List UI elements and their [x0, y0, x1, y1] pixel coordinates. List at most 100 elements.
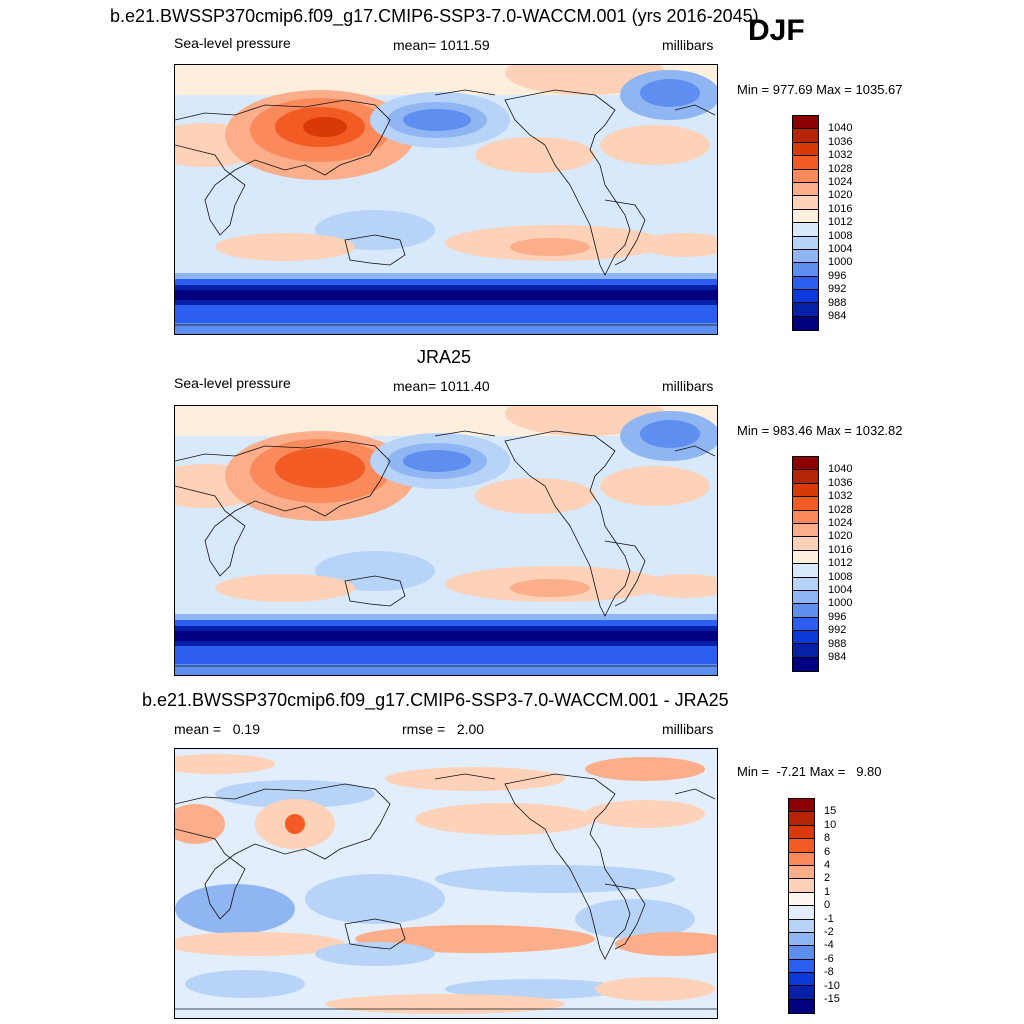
- coastline: [504, 773, 631, 960]
- field-so-band-5: [175, 631, 717, 641]
- colorbar-swatch: [793, 617, 818, 632]
- colorbar-tick-label: 2: [824, 872, 831, 885]
- panel3-rmse-label: rmse = 2.00: [402, 721, 485, 737]
- colorbar-tick-label: 1020: [828, 189, 853, 202]
- field-high-satlantic: [640, 574, 717, 598]
- panel2-variable-label: Sea-level pressure: [174, 375, 291, 391]
- diff-anomaly-region: [415, 803, 595, 835]
- colorbar-tick-label: 1024: [828, 176, 853, 188]
- coastline: [434, 430, 496, 437]
- field-icelandic-low-inner: [640, 420, 700, 448]
- colorbar-swatch: [789, 839, 814, 853]
- panel3-title: b.e21.BWSSP370cmip6.f09_g17.CMIP6-SSP3-7…: [142, 690, 729, 710]
- field-so-band-5: [175, 290, 717, 300]
- panel3-mean-label: mean = 0.19: [174, 721, 261, 737]
- colorbar-swatch: [793, 249, 818, 264]
- colorbar-tick-label: 1028: [828, 162, 853, 175]
- field-high-indian: [215, 574, 355, 602]
- panel2-title: JRA25: [417, 347, 472, 367]
- field-high-satlantic: [640, 233, 717, 257]
- panel3-minmax-label: Min = -7.21 Max = 9.80: [737, 764, 882, 779]
- colorbar-swatch: [789, 852, 814, 866]
- colorbar-swatch: [793, 116, 818, 130]
- field-antarctic-edge: [175, 664, 717, 675]
- coastline: [175, 440, 391, 577]
- field-aleutian-low-inner: [403, 450, 471, 472]
- diff-anomaly-region: [175, 884, 295, 934]
- colorbar-swatch: [793, 550, 818, 565]
- coastline: [674, 104, 716, 116]
- diff-anomaly-region: [175, 932, 345, 956]
- field-antarctic-edge: [175, 323, 717, 334]
- colorbar-tick-label: 988: [828, 296, 847, 309]
- colorbar-swatch: [793, 303, 818, 317]
- diff-anomaly-region: [595, 977, 715, 1001]
- diff-anomaly-region: [575, 899, 695, 939]
- colorbar-swatch: [793, 316, 818, 331]
- colorbar-swatch: [789, 865, 814, 880]
- field-so-band-3: [175, 279, 717, 287]
- colorbar-tick-label: 1016: [828, 543, 853, 556]
- diff-anomaly-region: [175, 804, 225, 844]
- panel3-units-label: millibars: [662, 721, 714, 737]
- field-high-atlantic: [600, 466, 710, 506]
- colorbar-tick-label: 1000: [828, 597, 853, 610]
- field-high-spacific-core: [510, 238, 590, 256]
- colorbar-swatch: [789, 973, 814, 987]
- colorbar-swatch: [793, 537, 818, 551]
- colorbar-tick-label: 6: [824, 845, 831, 858]
- panel2-colorbar: 1040 1036 1032 1028 1024 1020 1016 1012 1008 1004…: [792, 456, 862, 673]
- colorbar-swatch: [793, 129, 818, 143]
- colorbar-tick-label: -10: [824, 979, 840, 992]
- colorbar-tick-label: 1004: [828, 584, 853, 596]
- colorbar-tick-label: 1028: [828, 503, 853, 516]
- panel1-minmax-label: Min = 977.69 Max = 1035.67: [737, 82, 903, 97]
- colorbar-swatch: [793, 657, 818, 672]
- colorbar-tick-label: 1024: [828, 517, 853, 529]
- diff-anomaly-region: [585, 757, 705, 781]
- panel1-map: [174, 64, 718, 335]
- coastline: [504, 430, 631, 617]
- colorbar-tick-label: 1000: [828, 256, 853, 269]
- colorbar-tick-label: 984: [828, 310, 847, 322]
- colorbar-tick-label: 10: [824, 818, 837, 831]
- coastline: [175, 99, 391, 236]
- colorbar-tick-label: 996: [828, 269, 847, 282]
- diff-anomaly-region: [175, 754, 275, 774]
- colorbar-swatch: [789, 799, 814, 813]
- colorbar-tick-label: 984: [828, 651, 847, 663]
- colorbar-swatch: [789, 959, 814, 974]
- field-so-band-1: [175, 606, 717, 616]
- panel2-map: [174, 405, 718, 676]
- colorbar-swatch: [793, 142, 818, 157]
- colorbar-swatch: [793, 470, 818, 484]
- season-label: DJF: [748, 14, 805, 47]
- colorbar-swatch: [793, 577, 818, 591]
- colorbar-swatches: [788, 798, 815, 1015]
- colorbar-tick-label: 1012: [828, 216, 853, 229]
- panel2-mean-label: mean= 1011.40: [393, 378, 490, 394]
- colorbar-swatch: [793, 457, 818, 471]
- panel2-map-svg: [175, 406, 717, 675]
- colorbar-swatch: [789, 812, 814, 826]
- colorbar-swatch: [789, 986, 814, 1000]
- colorbar-swatch: [793, 223, 818, 237]
- colorbar-swatch: [793, 644, 818, 658]
- panel3-map: [174, 748, 718, 1019]
- colorbar-swatch: [793, 263, 818, 277]
- colorbar-tick-label: 1012: [828, 557, 853, 570]
- field-tropics: [175, 526, 717, 571]
- panel1-variable-label: Sea-level pressure: [174, 35, 291, 51]
- colorbar-swatch: [793, 564, 818, 578]
- diff-anomaly-region: [445, 979, 625, 999]
- colorbar-tick-label: 1004: [828, 243, 853, 255]
- panel1-mean-label: mean= 1011.59: [393, 37, 490, 53]
- colorbar-tick-label: -4: [824, 939, 834, 952]
- colorbar-tick-label: 992: [828, 624, 847, 637]
- panel1-colorbar: 1040 1036 1032 1028 1024 1020 1016 1012 1008 1004…: [792, 115, 862, 332]
- colorbar-swatch: [793, 276, 818, 291]
- colorbar-swatch: [789, 906, 814, 920]
- colorbar-tick-label: 1008: [828, 229, 853, 242]
- coastline: [344, 575, 406, 607]
- colorbar-swatch: [793, 209, 818, 224]
